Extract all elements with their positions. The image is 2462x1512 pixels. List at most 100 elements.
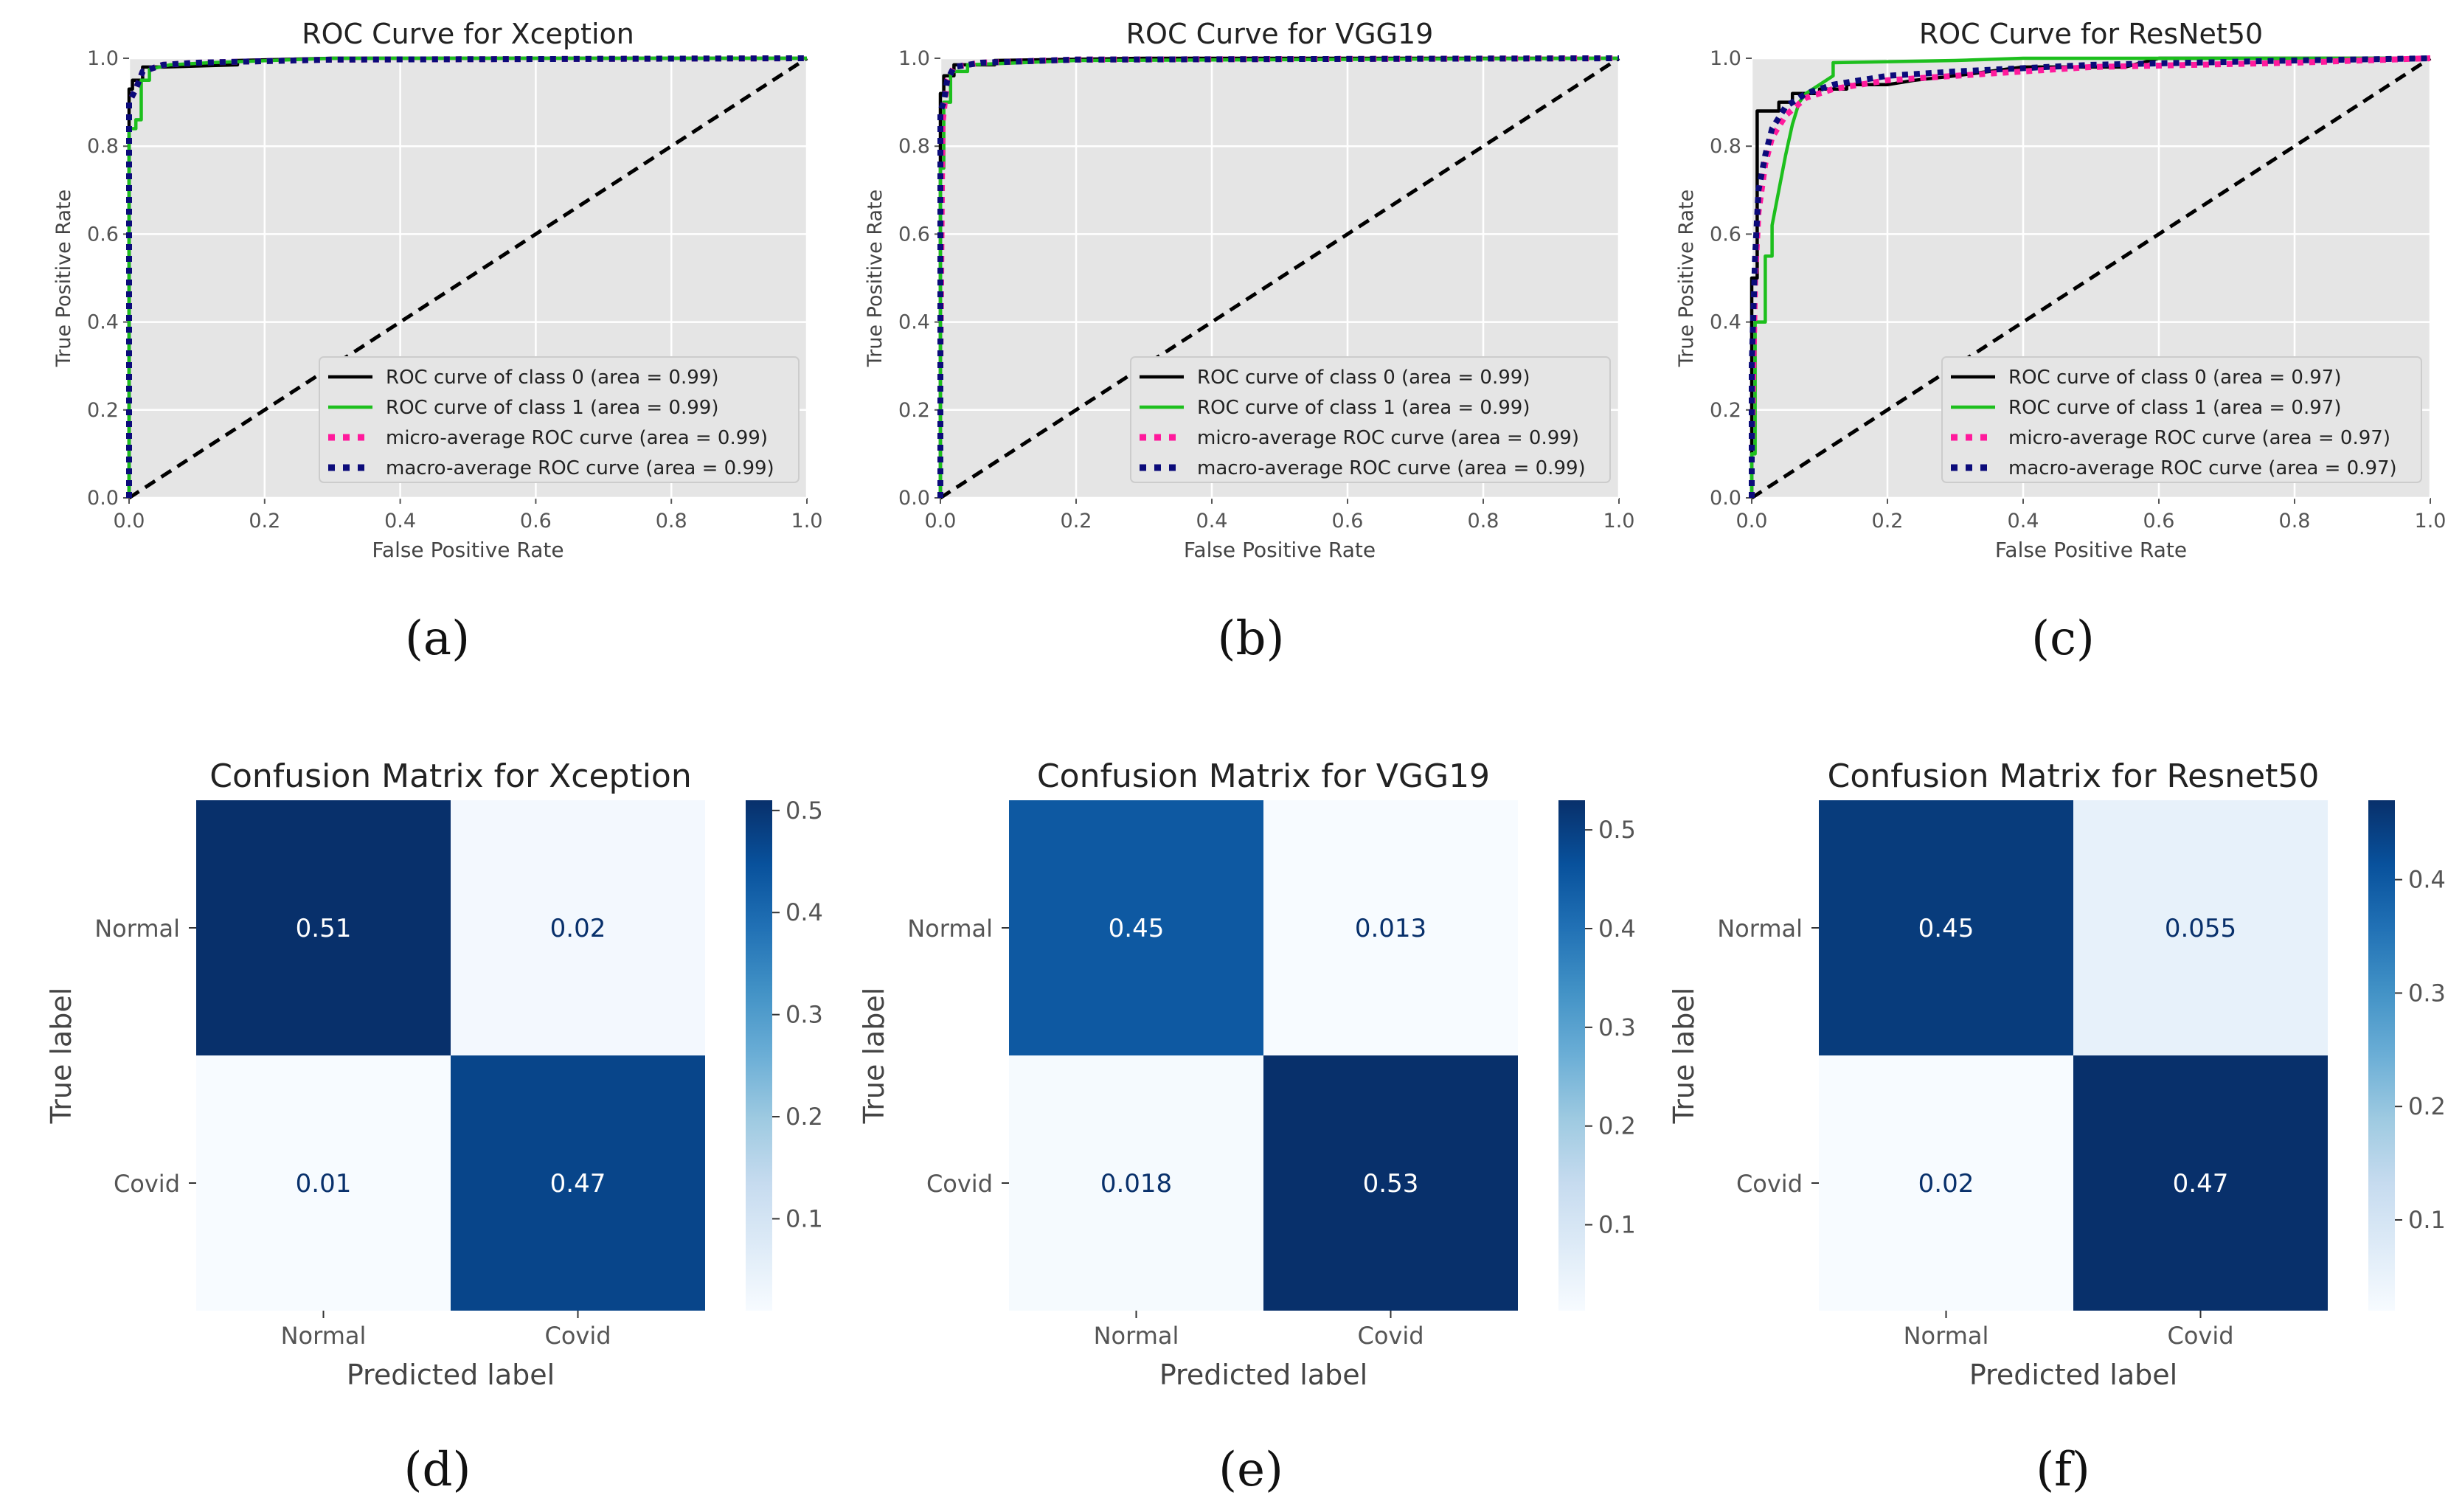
- cell-value-label: 0.018: [1100, 1169, 1172, 1199]
- legend-entry: ROC curve of class 0 (area = 0.99): [386, 367, 718, 389]
- row-label: Covid: [1736, 1170, 1803, 1198]
- colorbar-tick-label: 0.4: [1598, 915, 1636, 943]
- colorbar: [2368, 800, 2395, 1311]
- series-line-macro-average: [937, 55, 1620, 498]
- x-axis-label: False Positive Rate: [1995, 538, 2187, 562]
- x-tick-label: 0.4: [2008, 510, 2039, 533]
- legend-entry: ROC curve of class 0 (area = 0.97): [2008, 367, 2341, 389]
- colorbar: [746, 800, 772, 1311]
- x-tick-label: 0.2: [1872, 510, 1904, 533]
- legend-box: [1130, 356, 1611, 483]
- colorbar-tick-label: 0.5: [786, 797, 823, 825]
- legend-entry: macro-average ROC curve (area = 0.97): [2008, 457, 2397, 479]
- chart-title: Confusion Matrix for Resnet50: [1828, 757, 2320, 795]
- y-tick-label: 0.8: [1710, 135, 1741, 158]
- y-tick-label: 1.0: [87, 47, 119, 70]
- chance-diagonal: [939, 56, 1620, 500]
- legend-box: [319, 356, 800, 483]
- y-axis-label: True Positive Rate: [1675, 190, 1698, 368]
- x-axis-label: Predicted label: [347, 1359, 555, 1391]
- x-tick-label: 0.6: [1332, 510, 1364, 533]
- row-label: Normal: [1717, 915, 1803, 943]
- x-tick-label: 0.0: [1736, 510, 1768, 533]
- matrix-cell: [196, 800, 451, 1055]
- x-tick-label: 0.8: [1468, 510, 1499, 533]
- chart-title: Confusion Matrix for VGG19: [1037, 757, 1490, 795]
- chance-diagonal: [128, 56, 808, 500]
- legend-box: [1941, 356, 2422, 483]
- series-line-class-0: [1750, 56, 2430, 498]
- matrix-cell: [1009, 800, 1263, 1055]
- cell-value-label: 0.013: [1355, 914, 1426, 943]
- x-axis-label: False Positive Rate: [1184, 538, 1376, 562]
- matrix-cell: [1009, 1055, 1263, 1311]
- row-label: Covid: [926, 1170, 993, 1198]
- x-axis-label: Predicted label: [1159, 1359, 1367, 1391]
- row-label: Normal: [94, 915, 180, 943]
- y-axis-label: True label: [1668, 988, 1700, 1125]
- roc-chart-roc-xception: 0.0 0.2 0.4 0.6 0.8 1.0 0.0 0.2 0.4 0.6 0.8 1.0 ROC …: [52, 18, 822, 562]
- x-tick-label: 1.0: [2415, 510, 2447, 533]
- colorbar-tick-label: 0.3: [1598, 1013, 1636, 1041]
- x-tick-label: 0.2: [249, 510, 280, 533]
- col-label: Covid: [1357, 1322, 1424, 1350]
- confusion-matrix-cm-vgg19: 0.45 0.013 0.018 0.53 Normal Covid Normal Covid…: [858, 757, 1636, 1391]
- series-line-class-1: [127, 56, 807, 498]
- x-tick-label: 0.0: [925, 510, 957, 533]
- matrix-cell: [2073, 1055, 2328, 1311]
- legend-entry: micro-average ROC curve (area = 0.99): [1197, 427, 1579, 449]
- x-tick-label: 0.8: [656, 510, 687, 533]
- row-label: Normal: [907, 915, 993, 943]
- y-tick-label: 0.2: [1710, 399, 1741, 422]
- x-axis-label: False Positive Rate: [372, 538, 564, 562]
- y-axis-label: True label: [45, 988, 77, 1125]
- colorbar-tick-label: 0.1: [2408, 1206, 2446, 1234]
- matrix-cell: [451, 800, 705, 1055]
- x-tick-label: 0.2: [1061, 510, 1092, 533]
- caption-a: (a): [405, 611, 470, 666]
- cell-value-label: 0.055: [2165, 914, 2236, 943]
- y-axis-label: True Positive Rate: [52, 190, 75, 368]
- chance-diagonal: [1750, 56, 2432, 500]
- col-label: Covid: [2167, 1322, 2233, 1350]
- y-tick-label: 0.0: [1710, 487, 1741, 510]
- y-tick-label: 0.6: [898, 223, 930, 246]
- y-tick-label: 0.0: [898, 487, 930, 510]
- matrix-cell: [196, 1055, 451, 1311]
- chart-title: ROC Curve for Xception: [302, 18, 634, 50]
- colorbar-tick-label: 0.1: [1598, 1211, 1636, 1239]
- caption-f: (f): [2036, 1443, 2090, 1497]
- chart-title: Confusion Matrix for Xception: [209, 757, 691, 795]
- col-label: Covid: [544, 1322, 611, 1350]
- cell-value-label: 0.47: [550, 1169, 606, 1199]
- colorbar-tick-label: 0.4: [786, 898, 823, 926]
- matrix-cell: [1263, 800, 1518, 1055]
- legend-entry: macro-average ROC curve (area = 0.99): [1197, 457, 1586, 479]
- y-tick-label: 0.0: [87, 487, 119, 510]
- series-line-class-1: [1750, 56, 2430, 498]
- cell-value-label: 0.45: [1918, 914, 1974, 943]
- y-tick-label: 0.4: [87, 311, 119, 334]
- cell-value-label: 0.45: [1109, 914, 1165, 943]
- colorbar-tick-label: 0.2: [2408, 1092, 2446, 1120]
- legend-entry: ROC curve of class 0 (area = 0.99): [1197, 367, 1530, 389]
- legend-entry: ROC curve of class 1 (area = 0.97): [2008, 397, 2341, 419]
- matrix-cell: [1819, 1055, 2073, 1311]
- series-line-macro-average: [1749, 55, 2431, 498]
- y-tick-label: 0.2: [898, 399, 930, 422]
- caption-b: (b): [1218, 611, 1285, 666]
- x-tick-label: 0.4: [384, 510, 416, 533]
- colorbar-tick-label: 0.2: [786, 1103, 823, 1131]
- y-tick-label: 0.6: [1710, 223, 1741, 246]
- y-tick-label: 0.4: [1710, 311, 1741, 334]
- col-label: Normal: [281, 1322, 367, 1350]
- y-tick-label: 0.2: [87, 399, 119, 422]
- x-tick-label: 0.6: [520, 510, 552, 533]
- y-tick-label: 0.4: [898, 311, 930, 334]
- chart-title: ROC Curve for VGG19: [1126, 18, 1434, 50]
- col-label: Normal: [1904, 1322, 1989, 1350]
- x-tick-label: 1.0: [791, 510, 823, 533]
- colorbar-tick-label: 0.4: [2408, 866, 2446, 894]
- legend-entry: ROC curve of class 1 (area = 0.99): [1197, 397, 1530, 419]
